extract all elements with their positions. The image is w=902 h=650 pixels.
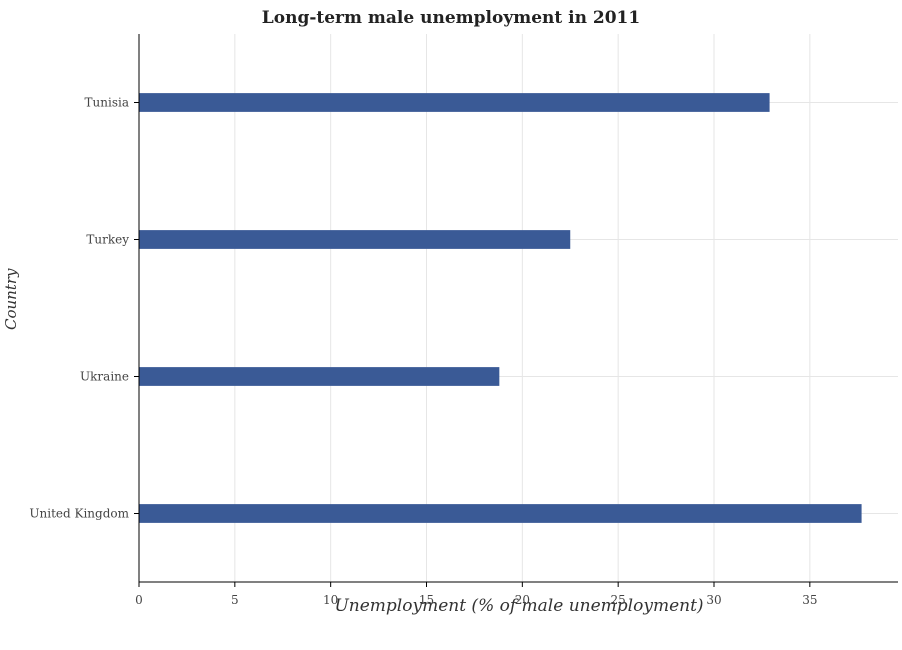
x-tick-label: 10 [323,593,338,607]
x-tick-label: 30 [706,593,721,607]
bar-tunisia [139,93,770,112]
chart-title: Long-term male unemployment in 2011 [261,8,641,28]
bar-united-kingdom [139,504,862,523]
x-tick-label: 20 [515,593,530,607]
y-tick-label: Ukraine [80,370,129,384]
y-tick-label: Tunisia [85,96,129,110]
x-tick-label: 35 [802,593,817,607]
bar-ukraine [139,367,500,386]
x-tick-label: 5 [231,593,239,607]
x-tick-label: 25 [611,593,626,607]
y-tick-label: United Kingdom [29,507,129,521]
x-tick-label: 0 [135,593,143,607]
x-tick-label: 15 [419,593,434,607]
x-axis-label: Unemployment (% of male unemployment) [334,596,704,616]
bar-turkey [139,230,571,249]
y-tick-label: Turkey [86,233,129,247]
